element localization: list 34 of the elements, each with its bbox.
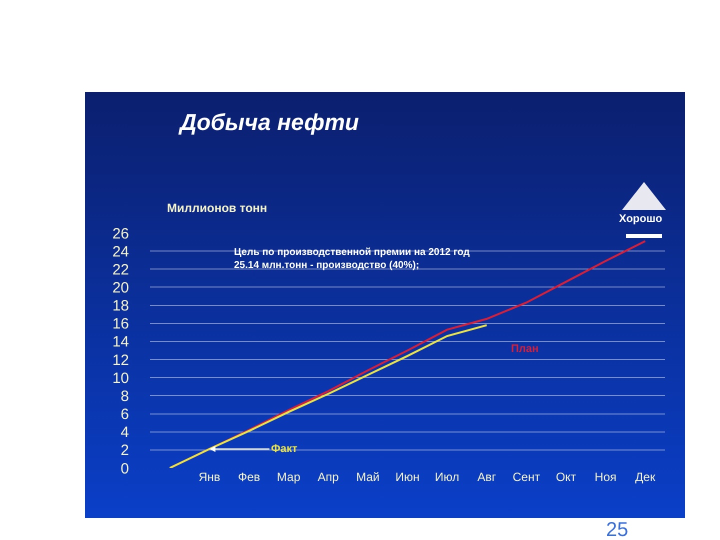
y-tick-label: 12 <box>112 352 129 369</box>
chart-title: Добыча нефти <box>178 109 359 135</box>
x-tick-label: Апр <box>318 470 340 484</box>
y-tick-label: 0 <box>120 460 129 478</box>
y-tick-label: 8 <box>120 388 129 405</box>
x-tick-label: Янв <box>198 470 220 484</box>
y-tick-label: 14 <box>112 334 129 351</box>
annotation: Цель по производственной премии на 2012 год 25.14 млн.тонн - производство (40%); <box>234 247 470 271</box>
text: Хорошо <box>619 213 663 225</box>
series-label: Факт <box>271 443 298 455</box>
x-tick-label: Сент <box>512 470 541 484</box>
text: План <box>511 343 539 355</box>
x-tick-label: Фев <box>238 470 260 484</box>
text: 25 <box>606 519 628 540</box>
line-series <box>168 324 488 468</box>
x-tick-label: Ноя <box>594 470 616 484</box>
x-tick-label: Июл <box>434 470 460 484</box>
y-tick-label: 20 <box>112 279 129 296</box>
y-tick-label: 10 <box>112 370 129 387</box>
x-tick-label: Авг <box>477 470 497 484</box>
x-tick-label: Мар <box>276 470 301 484</box>
y-tick-label: 26 <box>112 225 129 242</box>
x-tick-label: Май <box>356 470 380 484</box>
x-tick-label: Окт <box>556 470 577 484</box>
y-tick-label: 16 <box>112 316 129 333</box>
x-tick-label: Дек <box>635 470 656 484</box>
y-tick-label: 2 <box>120 442 129 460</box>
y-tick-label: 22 <box>112 261 129 278</box>
x-tick-label: Июн <box>395 470 420 484</box>
y-tick-label: 4 <box>120 424 129 442</box>
y-tick-label: 24 <box>112 243 129 260</box>
y-tick-label: 6 <box>120 406 129 424</box>
y-axis-title: Миллионов тонн <box>167 201 268 215</box>
y-tick-label: 18 <box>112 298 129 315</box>
